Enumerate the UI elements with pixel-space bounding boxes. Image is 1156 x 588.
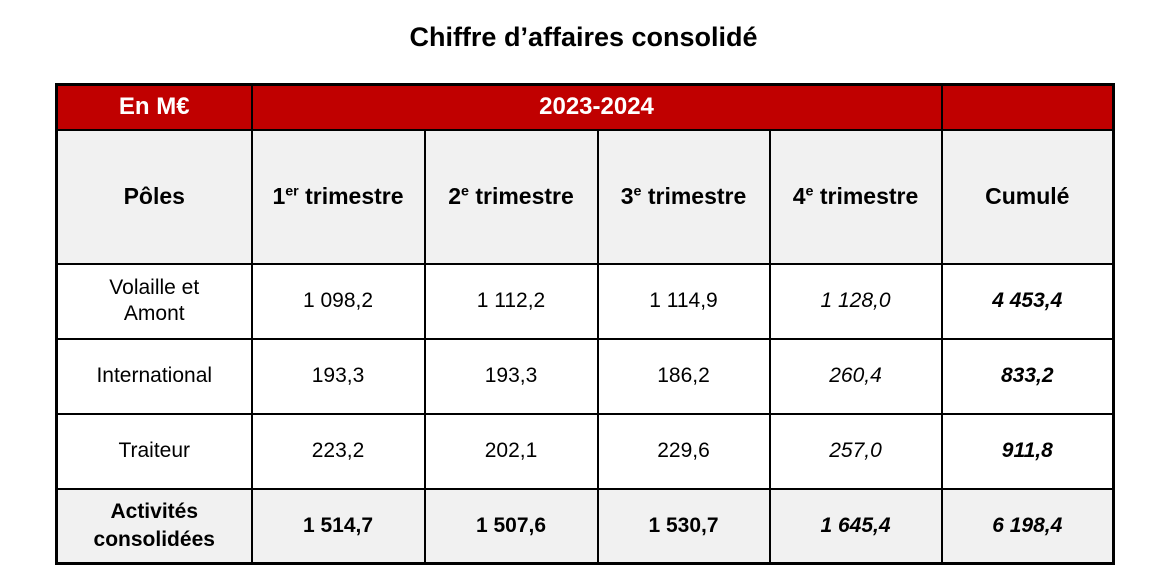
column-header-q2: 2e trimestre [423, 128, 599, 265]
q1-number: 1 [272, 183, 286, 209]
row-label: International [55, 337, 253, 415]
q1-word: trimestre [305, 183, 404, 209]
column-header-cumul: Cumulé [940, 128, 1115, 265]
q4-number: 4 [792, 183, 806, 209]
value-cell: 6 198,4 [940, 487, 1115, 565]
column-header-q1: 1er trimestre [250, 128, 426, 265]
column-header-q3: 3e trimestre [596, 128, 771, 265]
table-row-volaille-amont: Volaille et Amont 1 098,2 1 112,2 1 114,… [55, 262, 1115, 340]
unit-header-cell: En M€ [55, 83, 253, 131]
empty-red-cell [940, 83, 1115, 131]
table-row-international: International 193,3 193,3 186,2 260,4 83… [55, 337, 1115, 415]
period-header-cell: 2023-2024 [250, 83, 943, 131]
value-cell: 1 128,0 [768, 262, 943, 340]
q4-word: trimestre [819, 183, 919, 209]
q3-number: 3 [620, 183, 634, 209]
value-cell: 1 507,6 [423, 487, 599, 565]
value-cell: 833,2 [940, 337, 1115, 415]
q2-number: 2 [448, 183, 462, 209]
value-cell: 260,4 [768, 337, 943, 415]
column-header-q4: 4e trimestre [768, 128, 943, 265]
revenue-table: En M€ 2023-2024 Pôles 1er trimestre 2e t… [55, 83, 1116, 565]
row-label: Traiteur [55, 412, 253, 490]
red-band-row: En M€ 2023-2024 [55, 83, 1115, 131]
value-cell: 186,2 [596, 337, 771, 415]
value-cell: 223,2 [250, 412, 426, 490]
value-cell: 229,6 [596, 412, 771, 490]
page-title: Chiffre d’affaires consolidé [409, 22, 758, 52]
value-cell: 1 645,4 [768, 487, 943, 565]
q3-word: trimestre [647, 183, 747, 209]
row-label: Activités consolidées [55, 487, 253, 565]
value-cell: 1 514,7 [250, 487, 426, 565]
value-cell: 257,0 [768, 412, 943, 490]
q2-ordinal-suffix: e [461, 183, 469, 200]
table-row-traiteur: Traiteur 223,2 202,1 229,6 257,0 911,8 [55, 412, 1115, 490]
q2-word: trimestre [475, 183, 574, 209]
value-cell: 193,3 [250, 337, 426, 415]
value-cell: 911,8 [940, 412, 1115, 490]
value-cell: 4 453,4 [940, 262, 1115, 340]
q1-ordinal-suffix: er [285, 183, 299, 200]
row-label: Volaille et Amont [55, 262, 253, 340]
table-row-activites-consolidees: Activités consolidées 1 514,7 1 507,6 1 … [55, 487, 1115, 565]
value-cell: 1 098,2 [250, 262, 426, 340]
value-cell: 193,3 [423, 337, 599, 415]
column-header-row: Pôles 1er trimestre 2e trimestre 3e trim… [55, 128, 1115, 265]
q3-ordinal-suffix: e [633, 183, 642, 200]
value-cell: 1 114,9 [596, 262, 771, 340]
q4-ordinal-suffix: e [805, 183, 814, 200]
value-cell: 1 530,7 [596, 487, 771, 565]
value-cell: 202,1 [423, 412, 599, 490]
value-cell: 1 112,2 [423, 262, 599, 340]
column-header-poles: Pôles [55, 128, 253, 265]
